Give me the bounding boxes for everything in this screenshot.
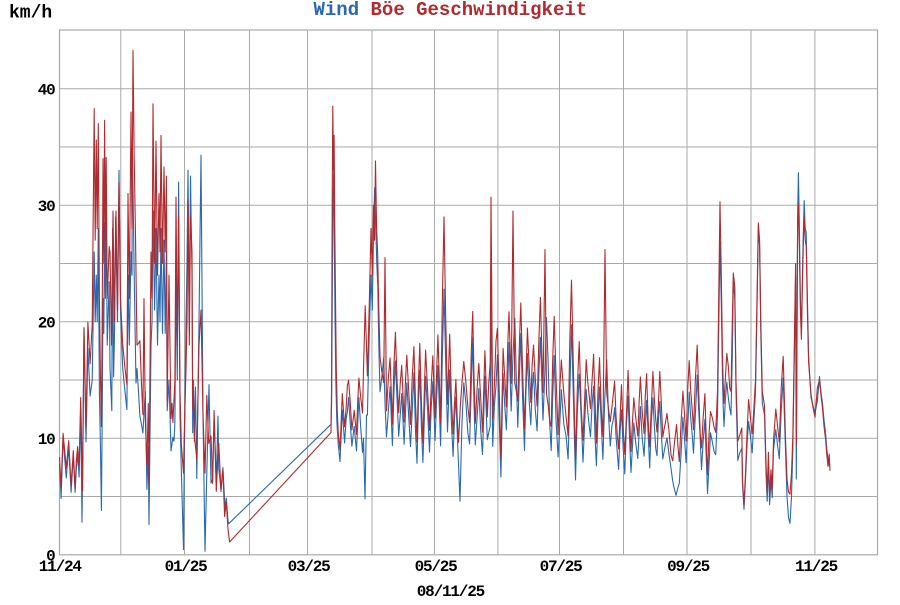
- svg-text:09/25: 09/25: [667, 558, 710, 576]
- svg-text:20: 20: [38, 315, 55, 333]
- svg-text:11/25: 11/25: [795, 558, 838, 576]
- svg-text:07/25: 07/25: [540, 558, 583, 576]
- svg-text:km/h: km/h: [9, 4, 52, 24]
- svg-text:0: 0: [46, 548, 55, 566]
- svg-text:01/25: 01/25: [165, 558, 208, 576]
- svg-text:11/24: 11/24: [39, 558, 83, 576]
- svg-text:40: 40: [38, 82, 55, 100]
- svg-text:10: 10: [38, 431, 55, 449]
- svg-text:30: 30: [38, 198, 55, 216]
- svg-text:08/11/25: 08/11/25: [417, 583, 485, 600]
- svg-text:03/25: 03/25: [288, 558, 331, 576]
- svg-text:Wind Böe Geschwindigkeit: Wind Böe Geschwindigkeit: [314, 0, 588, 21]
- svg-text:05/25: 05/25: [415, 558, 458, 576]
